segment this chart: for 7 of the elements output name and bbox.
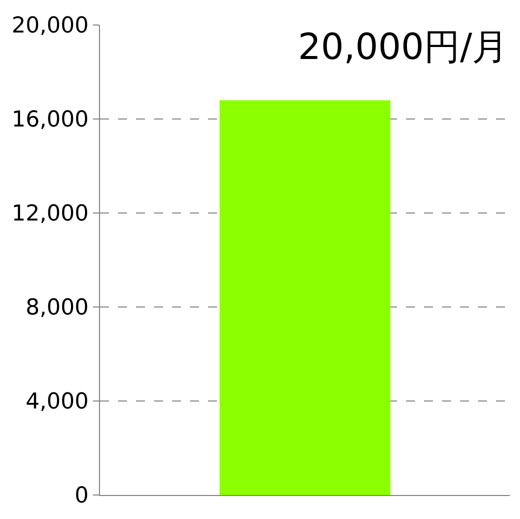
y-tick-label: 0	[74, 484, 89, 509]
y-tick-label: 8,000	[26, 296, 89, 321]
y-tick-label: 12,000	[12, 202, 89, 227]
annotation: 20,000円/月	[298, 27, 508, 68]
y-tick-label: 4,000	[26, 390, 89, 415]
y-tick-label: 20,000	[12, 14, 89, 39]
y-tick-label: 16,000	[12, 108, 89, 133]
